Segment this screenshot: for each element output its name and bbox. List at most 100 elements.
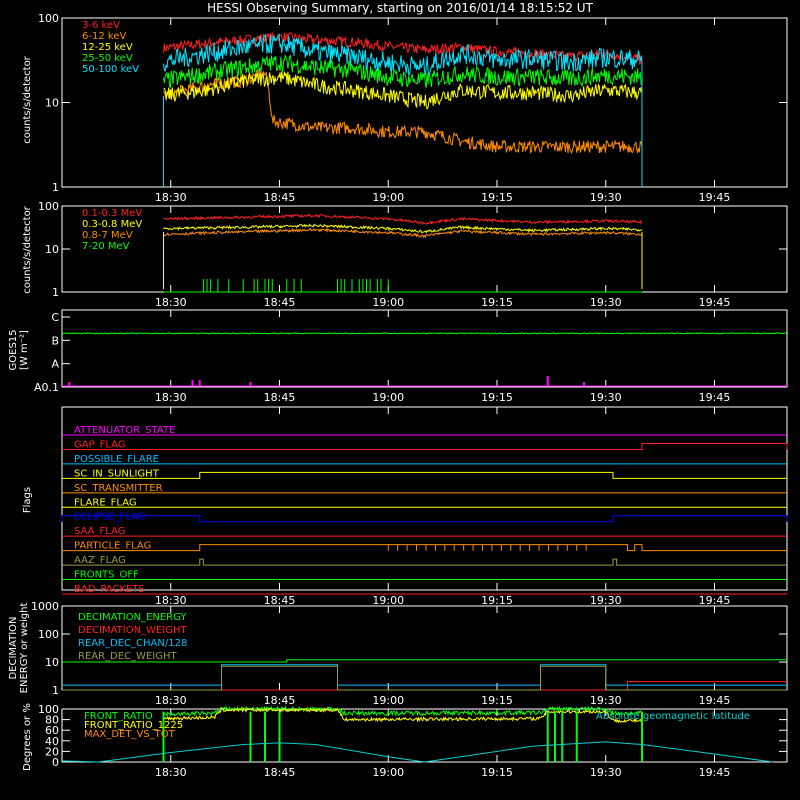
lowe-series-line (163, 33, 643, 77)
y-axis-label: Degrees or % (22, 703, 33, 771)
ratio-tick-label: 100 (38, 703, 59, 716)
lowe-legend-entry: 25-50 keV (82, 53, 133, 64)
highe-tick-label: 100 (38, 200, 59, 213)
ratio-legend-entry: Absolute geomagnetic latitude (596, 711, 750, 722)
lowe-series-line (163, 71, 643, 110)
y-axis-label: [W m⁻²] (19, 330, 30, 370)
x-tick-label: 19:15 (481, 191, 513, 204)
decim-tick-label: 10 (45, 656, 59, 669)
flag-label: AAZ_FLAG (74, 555, 126, 566)
flag-label: FLARE_FLAG (74, 497, 137, 508)
ratio-tick-label: 60 (45, 724, 59, 737)
x-tick-label: 19:00 (372, 391, 404, 404)
flags-ylabel: Flags (22, 487, 33, 513)
x-tick-label: 18:45 (264, 391, 296, 404)
x-tick-label: 18:30 (155, 694, 187, 707)
flag-label: FRONTS_OFF (74, 570, 139, 581)
lowe-legend-entry: 50-100 keV (82, 64, 139, 75)
x-tick-label: 19:15 (481, 391, 513, 404)
ratio-series-line (163, 707, 643, 724)
chart-title: HESSI Observing Summary, starting on 201… (207, 1, 593, 15)
decim-legend-entry: REAR_DEC_CHAN/128 (78, 638, 187, 649)
highe-tick-label: 1 (52, 286, 59, 299)
x-tick-label: 19:15 (481, 694, 513, 707)
goes-frame (61, 309, 788, 388)
lowe-tick-label: 100 (38, 12, 59, 25)
ratio-latitude-line (61, 741, 773, 763)
y-axis-label: DECIMATION (8, 616, 19, 679)
x-tick-label: 19:30 (590, 594, 622, 607)
x-tick-label: 18:30 (155, 594, 187, 607)
x-tick-label: 19:45 (699, 694, 731, 707)
x-tick-label: 18:45 (264, 191, 296, 204)
goes-tick-label: B (51, 334, 59, 347)
y-axis-label: counts/s/detector (22, 205, 33, 293)
highe-legend-entry: 0.8-7 MeV (82, 230, 133, 241)
x-tick-label: 19:00 (372, 694, 404, 707)
ratio-tick-label: 20 (45, 745, 59, 758)
y-axis-label: ENERGY or weight (19, 603, 30, 694)
x-tick-label: 19:30 (590, 191, 622, 204)
x-tick-label: 18:45 (264, 296, 296, 309)
flag-line (62, 544, 787, 552)
goes-long-line (61, 332, 788, 335)
x-tick-label: 18:30 (155, 391, 187, 404)
x-tick-label: 19:30 (590, 766, 622, 779)
flag-line (62, 471, 787, 479)
goes-tick-label: A (51, 358, 59, 371)
highe-series-line (163, 213, 643, 225)
decim-tick-label: 1 (52, 684, 59, 697)
lowe-series-line (163, 54, 643, 89)
lowe-tick-label: 10 (45, 97, 59, 110)
ratio-legend-entry: MAX_DET_VS_TOT (84, 729, 176, 740)
decim-tick-label: 100 (38, 628, 59, 641)
x-tick-label: 18:30 (155, 296, 187, 309)
ratio-legend-entry: FRONT_RATIO_1225 (84, 720, 183, 731)
flag-label: SAA_FLAG (74, 526, 125, 537)
x-tick-label: 19:00 (372, 191, 404, 204)
ratio-tick-label: 80 (45, 714, 59, 727)
x-tick-label: 19:30 (590, 391, 622, 404)
lowe-legend-entry: 3-6 keV (82, 20, 120, 31)
x-tick-label: 19:30 (590, 296, 622, 309)
y-axis-label: GOES15 (8, 329, 19, 370)
x-tick-label: 19:45 (699, 191, 731, 204)
ratio-tick-label: 0 (52, 756, 59, 769)
flag-line (61, 515, 788, 523)
x-tick-label: 19:15 (481, 594, 513, 607)
flags-frame (61, 406, 788, 591)
ratio-ylabel: Degrees or % (22, 703, 33, 771)
highe-frame (61, 205, 788, 293)
x-tick-label: 19:45 (699, 766, 731, 779)
decim-legend-entry: REAR_DEC_WEIGHT (78, 651, 177, 662)
x-tick-label: 19:45 (699, 594, 731, 607)
ratio-tick-label: 40 (45, 735, 59, 748)
x-tick-label: 19:00 (372, 594, 404, 607)
flag-label: SC_IN_SUNLIGHT (74, 468, 160, 479)
decim-ylabel: DECIMATION ENERGY or weight (8, 603, 30, 694)
flag-label: SC_TRANSMITTER (74, 483, 163, 494)
highe-series-line (163, 223, 643, 234)
lowe-legend-entry: 12-25 keV (82, 42, 133, 53)
goes-tick-label: C (51, 311, 59, 324)
ratio-series-line (163, 705, 643, 718)
highe-legend-entry: 0.3-0.8 MeV (82, 219, 142, 230)
decim-legend-entry: DECIMATION_ENERGY (78, 612, 187, 623)
flag-line (62, 558, 787, 566)
flag-label: GAP_FLAG (74, 439, 126, 450)
ratio-legend-entry: FRONT_RATIO (84, 711, 153, 722)
x-tick-label: 19:30 (590, 694, 622, 707)
highe-series-line (163, 227, 643, 239)
x-tick-label: 19:45 (699, 391, 731, 404)
highe-tick-label: 10 (45, 243, 59, 256)
x-tick-label: 19:45 (699, 296, 731, 309)
x-tick-label: 18:45 (264, 766, 296, 779)
y-axis-label: Flags (22, 487, 33, 513)
x-tick-label: 19:15 (481, 296, 513, 309)
decim-legend-entry: DECIMATION_WEIGHT (78, 625, 187, 636)
x-tick-label: 19:15 (481, 766, 513, 779)
y-axis-label: counts/s/detector (22, 55, 33, 143)
x-tick-label: 19:00 (372, 296, 404, 309)
x-tick-label: 18:45 (264, 594, 296, 607)
x-tick-label: 18:30 (155, 191, 187, 204)
